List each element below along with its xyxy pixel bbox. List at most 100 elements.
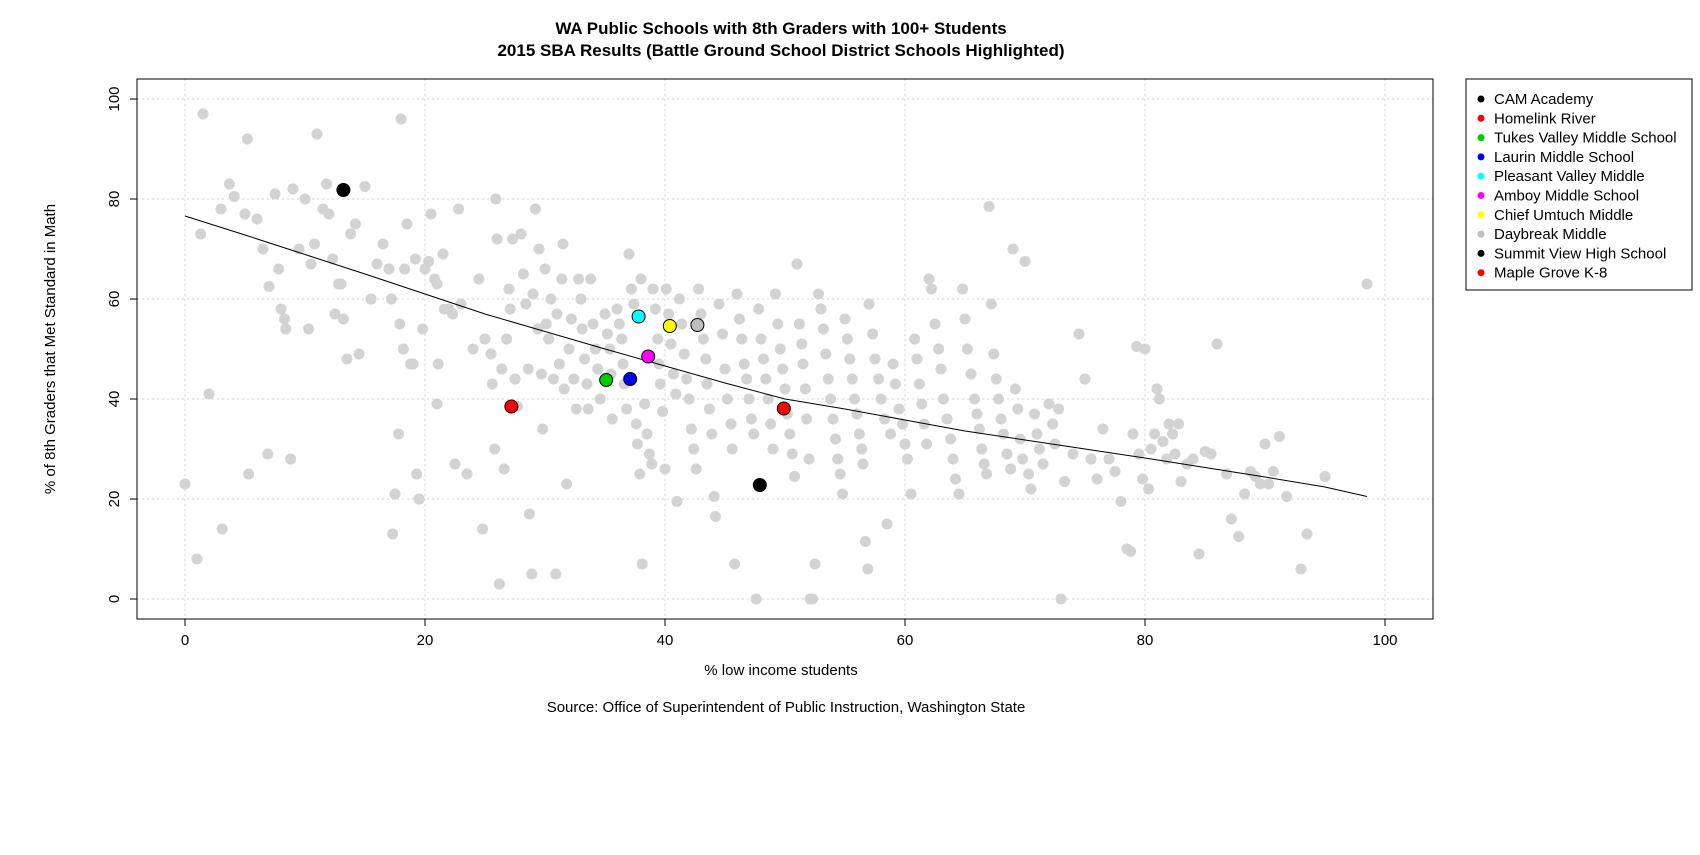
scatter-point: [717, 328, 729, 340]
y-tick-label: 40: [106, 391, 123, 408]
scatter-point: [540, 318, 552, 330]
scatter-point: [1127, 428, 1139, 440]
highlighted-point: [623, 372, 638, 386]
scatter-point: [721, 393, 733, 405]
scatter-point: [700, 353, 712, 365]
scatter-point: [1067, 448, 1079, 460]
scatter-point: [407, 358, 419, 370]
scatter-point: [385, 293, 397, 305]
scatter-point: [413, 493, 425, 505]
scatter-point: [1005, 463, 1017, 475]
scatter-point: [359, 181, 371, 192]
scatter-point: [1239, 488, 1251, 500]
scatter-point: [1043, 398, 1055, 410]
scatter-point: [643, 448, 655, 460]
scatter-point: [913, 378, 925, 390]
scatter-point: [1145, 443, 1157, 455]
scatter-point: [685, 423, 697, 435]
scatter-point: [829, 433, 841, 445]
scatter-point: [335, 278, 347, 290]
scatter-point: [799, 383, 811, 395]
scatter-point: [786, 448, 798, 460]
scatter-point: [1205, 448, 1217, 460]
scatter-point: [971, 408, 983, 420]
scatter-point: [473, 273, 485, 285]
scatter-point: [287, 183, 299, 195]
scatter-point: [646, 458, 658, 470]
scatter-point: [613, 318, 625, 330]
scatter-point: [901, 453, 913, 465]
scatter-point: [1079, 373, 1091, 385]
scatter-point: [997, 428, 1009, 440]
scatter-point: [262, 448, 274, 460]
legend-marker: [1477, 192, 1485, 199]
scatter-point: [652, 333, 664, 345]
scatter-point: [889, 378, 901, 390]
scatter-point: [713, 298, 725, 310]
scatter-point: [750, 593, 762, 605]
scatter-point: [486, 378, 498, 390]
scatter-point: [515, 228, 527, 240]
scatter-point: [558, 383, 570, 395]
scatter-point: [834, 468, 846, 480]
y-tick-label: 20: [106, 491, 123, 508]
scatter-point: [769, 288, 781, 300]
legend-marker: [1477, 230, 1485, 238]
scatter-point: [945, 433, 957, 445]
scatter-point: [432, 358, 444, 370]
scatter-point: [345, 228, 357, 240]
scatter-point: [1085, 453, 1097, 465]
scatter-point: [965, 368, 977, 380]
scatter-point: [933, 343, 945, 355]
scatter-point: [774, 343, 786, 355]
scatter-point: [537, 423, 549, 435]
scatter-point: [791, 258, 803, 270]
scatter-point: [623, 248, 635, 260]
scatter-point: [820, 348, 832, 360]
scatter-point: [639, 398, 651, 410]
scatter-point: [949, 473, 961, 485]
scatter-point: [817, 323, 829, 335]
scatter-point: [1073, 328, 1085, 340]
scatter-point: [859, 536, 871, 547]
scatter-point: [575, 293, 587, 305]
scatter-point: [611, 303, 623, 315]
scatter-point: [813, 288, 825, 300]
scatter-point: [550, 568, 562, 580]
scatter-point: [923, 273, 935, 285]
y-axis-label: % of 8th Graders that Met Standard in Ma…: [42, 204, 59, 494]
scatter-point: [568, 373, 580, 385]
scatter-point: [961, 343, 973, 355]
scatter-point: [846, 373, 858, 385]
scatter-point: [1059, 476, 1071, 487]
scatter-point: [636, 558, 648, 570]
legend-label: Homelink River: [1494, 110, 1596, 127]
scatter-point: [423, 256, 435, 267]
legend-marker: [1477, 134, 1485, 142]
scatter-point: [447, 308, 459, 320]
scatter-point: [807, 593, 819, 605]
scatter-point: [837, 488, 849, 500]
scatter-point: [393, 428, 405, 440]
scatter-point: [709, 511, 721, 522]
scatter-point: [670, 388, 682, 400]
scatter-point: [1319, 471, 1331, 482]
highlighted-point: [631, 309, 646, 324]
legend-marker: [1477, 95, 1485, 103]
scatter-point: [1115, 496, 1127, 507]
scatter-point: [228, 191, 240, 202]
scatter-point: [678, 348, 690, 360]
scatter-point: [725, 418, 737, 430]
scatter-point: [341, 353, 353, 365]
scatter-point: [1233, 531, 1245, 542]
scatter-point: [1361, 278, 1373, 290]
highlighted-point: [776, 401, 791, 416]
scatter-point: [929, 318, 941, 330]
scatter-point: [399, 263, 411, 275]
scatter-point: [556, 273, 568, 285]
scatter-point: [601, 328, 613, 340]
scatter-point: [1131, 341, 1143, 352]
scatter-point: [496, 363, 508, 375]
scatter-point: [676, 318, 688, 330]
